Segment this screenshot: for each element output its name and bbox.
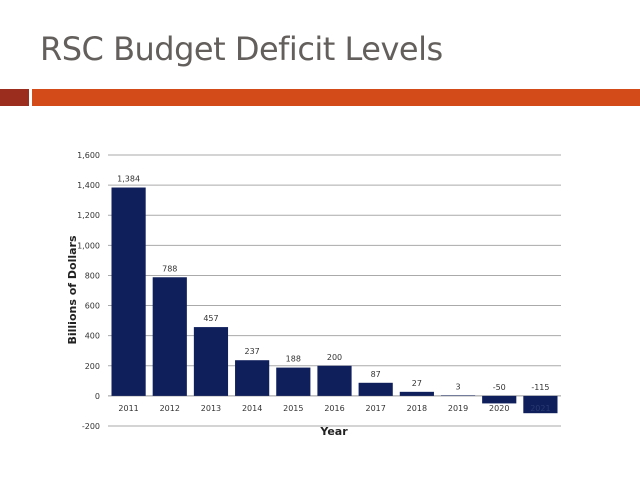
x-tick-label: 2014 <box>242 404 262 413</box>
y-tick-label: 1,200 <box>77 211 100 220</box>
bar-2014 <box>235 360 270 396</box>
bar-2021 <box>523 395 558 414</box>
data-label: 188 <box>286 355 301 364</box>
data-label: 27 <box>412 379 422 388</box>
data-label: 1,384 <box>117 175 140 184</box>
x-tick-label: 2017 <box>366 404 386 413</box>
y-tick-label: 1,000 <box>77 241 100 250</box>
y-tick-label: 200 <box>85 362 100 371</box>
x-tick-label: 2020 <box>489 404 509 413</box>
data-label: 457 <box>203 314 218 323</box>
data-label: 237 <box>244 347 259 356</box>
x-tick-label: 2012 <box>160 404 180 413</box>
data-label: 200 <box>327 353 342 362</box>
x-tick-label: 2011 <box>118 404 138 413</box>
bar-2015 <box>276 367 311 396</box>
x-tick-labels: 2011 2012 2013 2014 2015 2016 2017 2018 2019 2020… <box>118 404 550 413</box>
bar-2016 <box>317 365 352 396</box>
y-tick-label: 1,400 <box>77 181 100 190</box>
data-label: -115 <box>531 383 549 392</box>
data-label: 788 <box>162 264 177 273</box>
x-tick-label: 2019 <box>448 404 468 413</box>
x-tick-label: 2018 <box>407 404 427 413</box>
x-tick-label: 2015 <box>283 404 303 413</box>
data-label: -50 <box>493 383 506 392</box>
x-axis-label: Year <box>319 425 348 438</box>
y-axis-label: Billions of Dollars <box>66 235 79 344</box>
y-tick-label: 0 <box>95 392 100 401</box>
x-tick-label: 2016 <box>324 404 344 413</box>
bar-2011 <box>111 187 146 396</box>
bar-2013 <box>193 327 229 396</box>
y-tick-label: 600 <box>85 302 100 311</box>
slide-title: RSC Budget Deficit Levels <box>40 30 443 68</box>
data-label: 3 <box>455 382 460 391</box>
bar-2012 <box>152 277 187 396</box>
x-tick-label: 2021 <box>530 404 550 413</box>
accent-bar <box>32 89 640 106</box>
x-tick-label: 2013 <box>201 404 221 413</box>
bars <box>111 187 558 414</box>
y-tick-label: 400 <box>85 332 100 341</box>
y-tick-labels: -200 0 200 400 600 800 1,000 1,200 1,400 1,600 <box>77 151 100 431</box>
y-tick-label: -200 <box>82 422 100 431</box>
data-labels: 1,384 788 457 237 188 200 87 27 3 -50 -115 <box>117 175 549 392</box>
y-tick-label: 1,600 <box>77 151 100 160</box>
bar-2020 <box>482 395 517 404</box>
bar-2017 <box>358 382 393 396</box>
y-tick-label: 800 <box>85 271 100 280</box>
accent-block <box>0 89 29 106</box>
bar-2018 <box>399 391 434 396</box>
bar-2019 <box>440 395 476 396</box>
data-label: 87 <box>371 370 381 379</box>
